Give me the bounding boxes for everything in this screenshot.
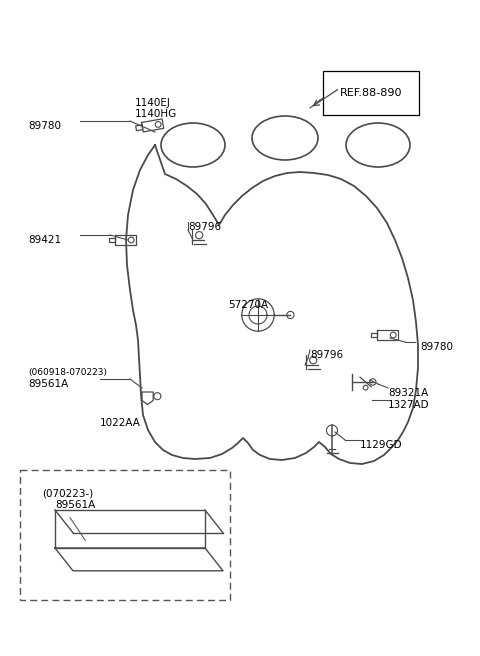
Text: 89780: 89780 (420, 342, 453, 352)
Text: 89561A: 89561A (28, 379, 68, 389)
Text: 57270A: 57270A (228, 300, 268, 310)
Text: 89561A: 89561A (55, 500, 95, 510)
Text: 89321A: 89321A (388, 388, 428, 398)
Text: (060918-070223): (060918-070223) (28, 368, 107, 377)
Text: 1129GD: 1129GD (360, 440, 403, 450)
Text: 89796: 89796 (310, 350, 343, 360)
Text: 1140EJ: 1140EJ (135, 98, 171, 108)
Text: (070223-): (070223-) (42, 488, 93, 498)
Text: 1140HG: 1140HG (135, 109, 177, 119)
Text: 89780: 89780 (28, 121, 61, 131)
Text: 1327AD: 1327AD (388, 400, 430, 410)
Text: 89796: 89796 (188, 222, 221, 232)
Text: 89421: 89421 (28, 235, 61, 245)
Text: REF.88-890: REF.88-890 (340, 88, 403, 98)
Text: 1022AA: 1022AA (100, 418, 141, 428)
